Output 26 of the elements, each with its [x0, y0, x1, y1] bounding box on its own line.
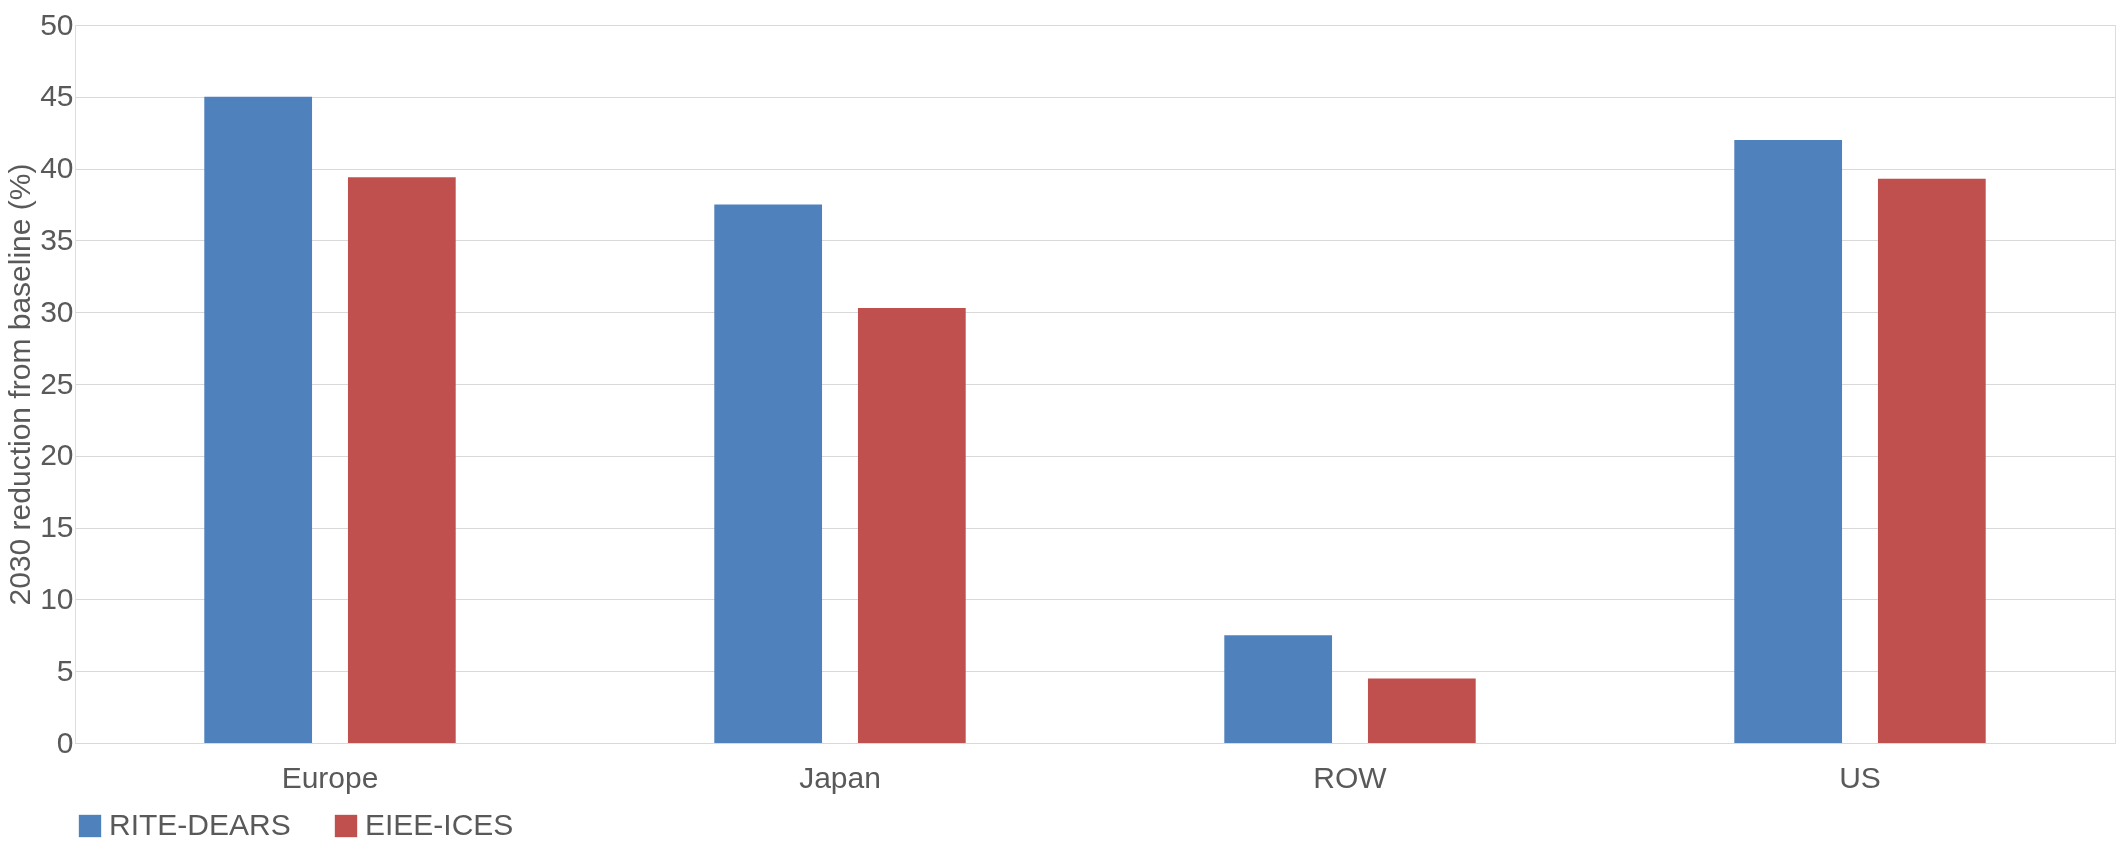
- bar: [204, 96, 313, 743]
- x-tick-label: Japan: [799, 760, 881, 794]
- bar: [1734, 139, 1843, 743]
- y-tick-label: 30: [40, 294, 74, 328]
- legend-label: EIEE-ICES: [365, 808, 514, 841]
- bar: [347, 177, 456, 743]
- bar: [1367, 678, 1476, 743]
- y-tick-label: 15: [40, 510, 74, 544]
- bar: [857, 307, 966, 743]
- bar: [714, 204, 823, 743]
- y-tick-label: 45: [40, 79, 74, 113]
- x-tick-label: ROW: [1313, 760, 1388, 794]
- y-tick-label: 50: [40, 7, 74, 41]
- x-tick-label: US: [1839, 760, 1881, 794]
- y-tick-label: 25: [40, 366, 74, 400]
- y-tick-label: 5: [56, 653, 74, 687]
- y-axis-title: 2030 reduction from baseline (%): [3, 163, 37, 606]
- y-tick-label: 40: [40, 151, 74, 185]
- bar: [1224, 635, 1333, 743]
- y-tick-label: 0: [56, 725, 74, 759]
- y-tick-label: 20: [40, 438, 74, 472]
- x-tick-label: Europe: [281, 760, 379, 794]
- y-tick-label: 10: [40, 581, 74, 615]
- legend-label: RITE-DEARS: [109, 808, 291, 841]
- bar: [1877, 178, 1986, 743]
- y-tick-label: 35: [40, 222, 74, 256]
